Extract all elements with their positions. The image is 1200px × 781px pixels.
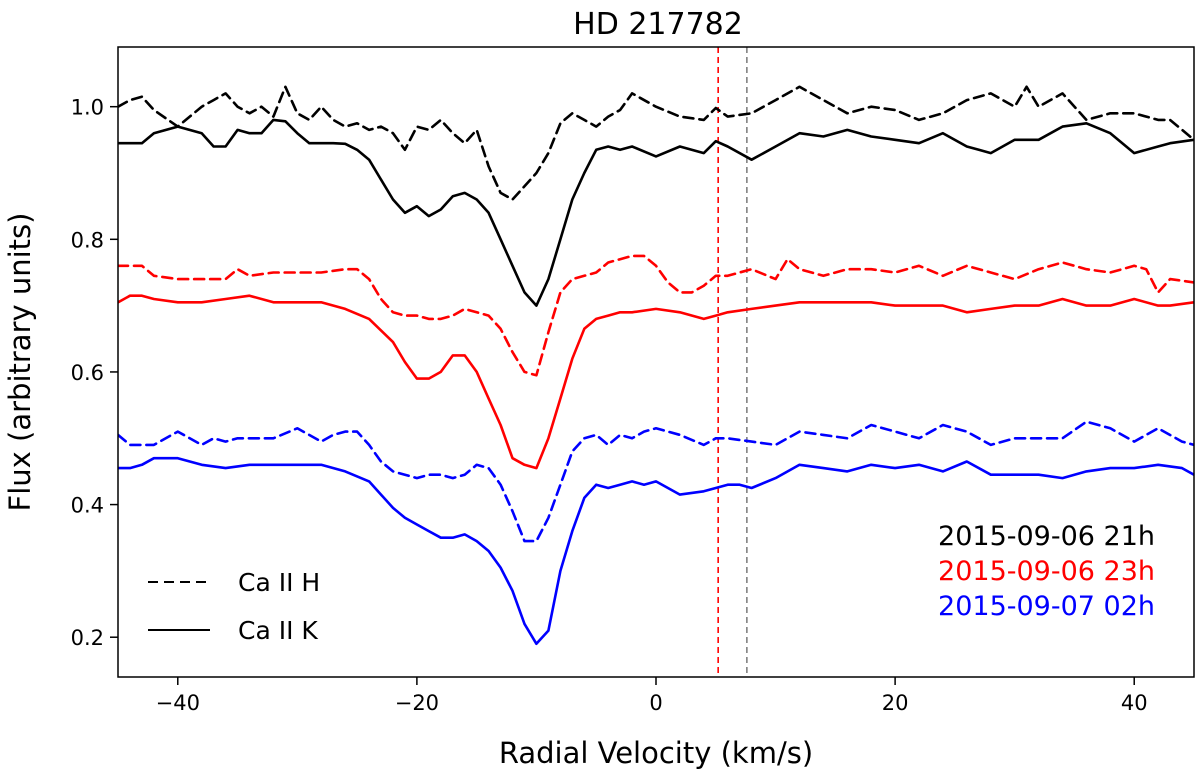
y-tick-label: 0.8 <box>71 228 104 252</box>
y-tick-label: 1.0 <box>71 96 104 120</box>
chart-title: HD 217782 <box>573 7 743 42</box>
epoch-legend: 2015-09-06 21h 2015-09-06 23h 2015-09-07… <box>938 521 1155 622</box>
series-ca-ii-k-2015-09-06-21h <box>118 118 1194 307</box>
epoch-label-2015-09-06-23h: 2015-09-06 23h <box>938 556 1155 587</box>
y-tick-label: 0.2 <box>71 626 104 650</box>
x-tick-label: −20 <box>395 691 439 715</box>
x-axis-label: Radial Velocity (km/s) <box>499 736 813 770</box>
y-axis: 0.2 0.4 0.6 0.8 1.0 <box>71 96 118 650</box>
y-tick-label: 0.4 <box>71 494 104 518</box>
legend-label-ca-ii-k: Ca II K <box>238 616 318 645</box>
epoch-label-2015-09-06-21h: 2015-09-06 21h <box>938 521 1155 552</box>
series-ca-ii-h-2015-09-06-23h <box>118 254 1194 377</box>
epoch-label-2015-09-07-02h: 2015-09-07 02h <box>938 591 1155 622</box>
series-ca-ii-h-2015-09-06-21h <box>118 85 1194 201</box>
x-tick-label: 0 <box>649 691 662 715</box>
x-tick-label: 20 <box>882 691 909 715</box>
legend-label-ca-ii-h: Ca II H <box>238 568 320 597</box>
series-ca-ii-h-2015-09-07-02h <box>118 420 1194 543</box>
plot-area <box>118 47 1194 677</box>
x-tick-label: −40 <box>156 691 200 715</box>
x-axis: −40 −20 0 20 40 <box>156 677 1148 715</box>
y-tick-label: 0.6 <box>71 361 104 385</box>
line-type-legend: Ca II H Ca II K <box>148 568 320 645</box>
x-tick-label: 40 <box>1121 691 1148 715</box>
y-axis-label: Flux (arbitrary units) <box>3 213 37 512</box>
series-ca-ii-k-2015-09-07-02h <box>118 456 1194 646</box>
series-ca-ii-k-2015-09-06-23h <box>118 294 1194 470</box>
